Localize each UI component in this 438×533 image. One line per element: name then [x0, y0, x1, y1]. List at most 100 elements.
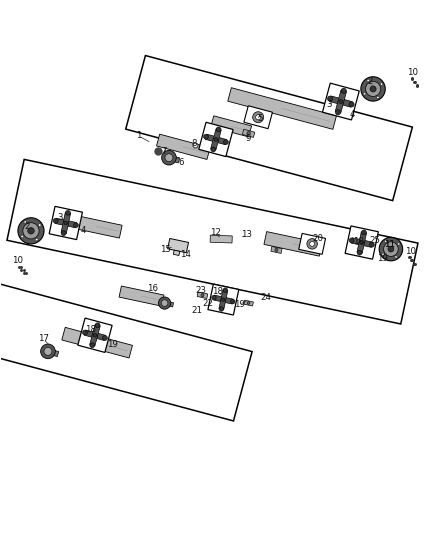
Circle shape: [162, 150, 176, 165]
Circle shape: [370, 86, 376, 92]
Circle shape: [379, 237, 403, 261]
Circle shape: [395, 256, 397, 258]
Text: 6: 6: [178, 158, 184, 166]
Polygon shape: [244, 106, 272, 128]
Circle shape: [388, 246, 394, 252]
Text: 20: 20: [313, 234, 324, 243]
Circle shape: [53, 219, 58, 223]
Circle shape: [159, 297, 171, 309]
Circle shape: [366, 82, 381, 96]
Circle shape: [275, 248, 278, 252]
Polygon shape: [345, 226, 378, 259]
Circle shape: [211, 147, 215, 152]
Polygon shape: [61, 212, 71, 233]
Circle shape: [380, 83, 383, 85]
Circle shape: [28, 228, 34, 234]
Text: 10: 10: [407, 68, 418, 77]
Text: 4: 4: [81, 227, 86, 235]
Circle shape: [21, 235, 24, 238]
Polygon shape: [49, 206, 82, 240]
Polygon shape: [126, 55, 413, 200]
Text: 25: 25: [369, 236, 380, 245]
Text: 5: 5: [257, 114, 263, 123]
Polygon shape: [329, 96, 352, 107]
Circle shape: [39, 224, 41, 227]
Polygon shape: [168, 155, 180, 163]
Text: 18: 18: [212, 287, 223, 296]
Circle shape: [360, 241, 364, 245]
Polygon shape: [357, 232, 367, 253]
Polygon shape: [84, 330, 106, 341]
Circle shape: [367, 79, 369, 82]
Polygon shape: [244, 300, 253, 306]
Polygon shape: [351, 238, 372, 247]
Polygon shape: [335, 90, 346, 113]
Circle shape: [349, 238, 354, 243]
Text: 12: 12: [210, 229, 221, 238]
Polygon shape: [242, 129, 255, 138]
Circle shape: [201, 294, 204, 297]
Polygon shape: [164, 301, 173, 307]
Text: 10: 10: [405, 247, 416, 256]
Circle shape: [82, 330, 88, 335]
Circle shape: [23, 223, 39, 239]
Circle shape: [24, 221, 27, 223]
Polygon shape: [168, 238, 188, 253]
Circle shape: [247, 302, 250, 304]
Circle shape: [90, 343, 95, 348]
Circle shape: [328, 96, 333, 101]
Circle shape: [247, 132, 251, 135]
Circle shape: [204, 134, 208, 139]
Text: 21: 21: [191, 306, 202, 316]
Polygon shape: [211, 116, 251, 137]
Polygon shape: [156, 134, 210, 159]
Circle shape: [61, 231, 66, 236]
Circle shape: [18, 218, 44, 244]
Circle shape: [341, 88, 346, 93]
Text: 19: 19: [233, 300, 244, 309]
Circle shape: [382, 253, 384, 255]
Text: 14: 14: [180, 250, 191, 259]
Text: 23: 23: [195, 286, 206, 295]
Text: 3: 3: [326, 100, 332, 109]
Circle shape: [66, 211, 71, 215]
Circle shape: [256, 115, 261, 120]
Circle shape: [64, 221, 67, 225]
Polygon shape: [264, 232, 322, 256]
Circle shape: [74, 223, 78, 228]
Polygon shape: [322, 83, 359, 120]
Circle shape: [165, 154, 173, 161]
Polygon shape: [62, 327, 132, 358]
Polygon shape: [299, 233, 325, 254]
Circle shape: [214, 138, 218, 141]
Circle shape: [336, 110, 341, 115]
Polygon shape: [208, 284, 239, 315]
Circle shape: [93, 334, 97, 337]
Text: 10: 10: [12, 256, 23, 265]
Circle shape: [385, 240, 387, 243]
Circle shape: [44, 348, 52, 356]
Text: 4: 4: [350, 110, 355, 119]
Circle shape: [212, 295, 216, 300]
Text: 2: 2: [24, 222, 29, 231]
Circle shape: [349, 102, 354, 107]
Circle shape: [398, 243, 400, 245]
Circle shape: [35, 238, 38, 241]
Text: 16: 16: [147, 284, 159, 293]
Circle shape: [310, 241, 314, 246]
Polygon shape: [271, 246, 282, 253]
Circle shape: [364, 93, 366, 95]
Polygon shape: [205, 134, 226, 144]
Text: 2: 2: [368, 77, 373, 86]
Text: 15: 15: [159, 245, 170, 254]
Circle shape: [230, 300, 235, 304]
Text: 11: 11: [384, 240, 395, 249]
Circle shape: [361, 77, 385, 101]
Circle shape: [95, 323, 100, 328]
Text: 11: 11: [384, 240, 395, 249]
Polygon shape: [228, 88, 336, 130]
Polygon shape: [219, 289, 228, 310]
Polygon shape: [119, 286, 164, 306]
Circle shape: [357, 251, 362, 255]
Circle shape: [102, 335, 107, 341]
